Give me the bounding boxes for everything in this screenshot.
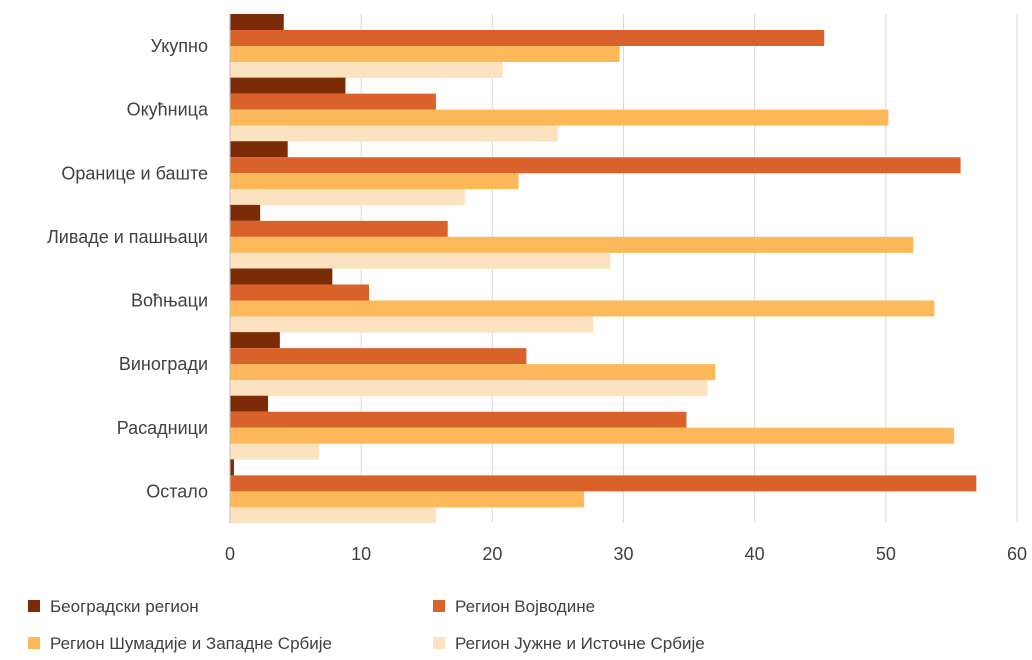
bar <box>230 46 620 62</box>
bar <box>230 125 558 142</box>
bar <box>230 109 889 126</box>
category-label: Окућница <box>127 100 209 120</box>
legend: Београдски регион Регион Војводине Регион … <box>28 597 705 653</box>
bar <box>230 173 519 190</box>
bar <box>230 157 961 174</box>
legend-swatch <box>28 600 40 612</box>
legend-swatch <box>433 600 445 612</box>
bars <box>230 14 977 524</box>
category-label: Остало <box>146 481 208 501</box>
category-label: Укупно <box>151 36 208 56</box>
category-label: Оранице и баште <box>61 163 208 183</box>
bar <box>230 491 585 508</box>
bar <box>230 332 280 349</box>
bar <box>230 380 708 397</box>
legend-label: Регион Шумадије и Западне Србије <box>50 634 332 653</box>
legend-label: Регион Јужне и Источне Србије <box>455 634 705 653</box>
bar <box>230 284 370 301</box>
category-label: Ливаде и пашњаци <box>47 227 208 247</box>
bar <box>230 507 436 524</box>
bar <box>230 220 448 237</box>
bar <box>230 93 436 110</box>
bar <box>230 300 935 317</box>
axes: 0 10 20 30 40 50 60 Укупно Окућница Оранице и баш… <box>47 14 1027 564</box>
category-label: Воћњаци <box>131 291 208 311</box>
x-tick-label: 30 <box>613 544 633 564</box>
x-tick-label: 60 <box>1007 544 1027 564</box>
x-tick-label: 0 <box>225 544 235 564</box>
x-tick-label: 50 <box>876 544 896 564</box>
legend-swatch <box>433 637 445 649</box>
bar <box>230 236 914 253</box>
bar <box>230 348 527 365</box>
x-tick-label: 40 <box>745 544 765 564</box>
x-tick-label: 10 <box>351 544 371 564</box>
bar <box>230 427 955 444</box>
bar <box>230 459 234 476</box>
legend-swatch <box>28 637 40 649</box>
bar <box>230 364 716 381</box>
bar <box>230 141 288 158</box>
bar <box>230 316 594 333</box>
bar <box>230 411 687 428</box>
bar <box>230 189 465 206</box>
bar <box>230 252 611 269</box>
bar <box>230 443 320 460</box>
bar <box>230 475 977 492</box>
bar <box>230 14 284 30</box>
bar <box>230 268 333 285</box>
bar <box>230 204 261 221</box>
legend-label: Регион Војводине <box>455 597 595 616</box>
bar <box>230 77 346 94</box>
x-tick-label: 20 <box>482 544 502 564</box>
bar <box>230 395 269 412</box>
bar <box>230 30 825 46</box>
legend-label: Београдски регион <box>50 597 199 616</box>
category-label: Расадници <box>117 418 208 438</box>
bar <box>230 62 503 78</box>
category-label: Виногради <box>119 354 208 374</box>
